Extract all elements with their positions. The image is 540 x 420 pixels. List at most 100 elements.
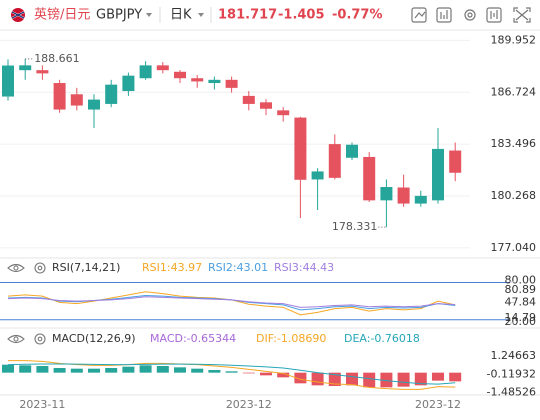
y-tick-label: 186.724 [491,85,537,98]
candle-body [432,148,444,201]
candle-body [122,75,135,92]
candle-body [380,187,393,201]
candle-body [19,65,32,71]
legend-entry: DIF:-1.08690 [256,332,326,345]
y-tick-label: -1.48526 [487,385,536,398]
candle-body [70,94,83,106]
macd-bar [242,372,255,374]
macd-bar [277,372,290,378]
macd-bar [449,372,462,382]
candle-body [139,65,152,79]
macd-bar [432,372,444,381]
candle-body [328,144,341,178]
y-tick-label: 180.268 [491,189,537,202]
price-change: -1.405 [278,8,325,23]
macd-bar [105,368,118,373]
y-tick-label: 189.952 [491,33,537,46]
flag-icon [11,8,25,22]
macd-bar [225,371,238,373]
y-tick-label: 80.89 [505,283,537,296]
dropdown-arrow[interactable] [146,13,152,17]
candle-body [191,78,204,82]
macd-bar [414,372,427,386]
macd-bar [191,368,204,373]
candle-body [2,65,14,97]
x-tick-label: 2023-12 [415,398,461,411]
macd-title: MACD(12,26,9) [52,332,136,345]
candle-body [53,83,66,110]
macd-bar [260,372,272,376]
candle-body [294,117,307,180]
y-tick-label: -0.11932 [487,367,536,380]
legend-entry: RSI1:43.97 [142,261,202,274]
instrument-symbol[interactable]: GBPJPY [96,8,142,23]
macd-bar [328,372,341,386]
candle-body [242,95,255,104]
period-selector[interactable]: 日K [170,8,192,23]
candle-body [174,71,186,79]
x-tick-label: 2023-11 [19,398,65,411]
legend-entry: RSI2:43.01 [208,261,268,274]
candle-body [156,65,169,71]
candle-body [397,187,410,204]
macd-bar [311,372,324,386]
level-label: 20.00 [505,315,537,328]
candle-body [311,171,324,180]
y-tick-label: 14.79 [505,311,537,324]
macd-bar [363,372,376,388]
legend-entry: DEA:-0.76018 [344,332,420,345]
candle-body [260,102,272,109]
candle-body [105,84,118,104]
candle-body [208,79,221,84]
y-tick-label: 177.040 [491,241,537,254]
indicator-button[interactable] [436,7,452,23]
fullscreen-button[interactable] [513,7,531,23]
last-price: 181.717 [218,8,277,23]
macd-bar [156,366,169,373]
macd-bar [139,365,152,373]
candle-body [449,150,462,173]
settings-button[interactable] [464,9,476,21]
candle-body [225,79,238,88]
candle-body [363,156,376,201]
macd-bar [36,366,49,373]
dropdown-arrow[interactable] [198,13,204,17]
y-tick-label: 1.24663 [491,349,537,362]
indicator-settings[interactable] [34,333,46,345]
macd-bar [122,366,135,373]
candle-body [277,110,290,116]
legend-entry: RSI3:44.43 [274,261,334,274]
candle-body [346,144,358,158]
macd-bar [70,368,83,373]
macd-bar [208,370,221,373]
macd-bar [174,367,186,373]
draw-tool-button[interactable] [411,7,427,23]
visibility-toggle[interactable] [7,334,25,344]
price-change-percent: -0.77% [332,8,383,23]
macd-line [7,363,456,385]
macd-bar [2,364,14,373]
macd-bar [19,365,32,373]
indicator-settings[interactable] [34,262,46,274]
instrument-name[interactable]: 英镑/日元 [34,7,90,23]
chart-type-button[interactable] [486,7,502,23]
level-label: 80.00 [505,273,537,286]
macd-bar [294,372,307,384]
macd-bar [88,368,100,373]
rsi-title: RSI(7,14,21) [52,261,120,274]
candle-body [36,70,49,74]
rsi-line [7,296,456,308]
low-annotation: 178.331 [332,220,378,233]
macd-bar [346,372,358,386]
macd-line [8,360,456,390]
legend-entry: MACD:-0.65344 [150,332,236,345]
x-tick-label: 2023-12 [226,398,272,411]
y-tick-label: 183.496 [491,137,537,150]
macd-bar [53,368,66,373]
macd-bar [397,372,410,387]
visibility-toggle[interactable] [7,263,25,273]
candle-body [88,99,100,110]
macd-bar [380,372,393,388]
